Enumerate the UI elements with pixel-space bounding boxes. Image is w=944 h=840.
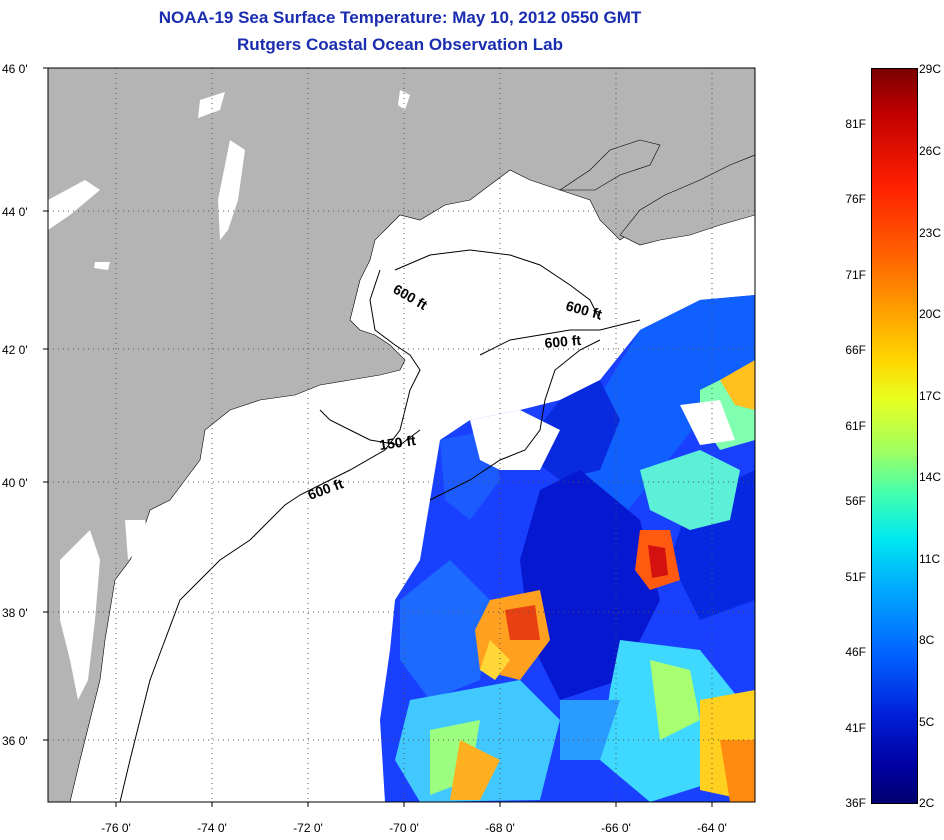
map-title: NOAA-19 Sea Surface Temperature: May 10,… bbox=[158, 8, 642, 27]
colorbar-c-label: 23C bbox=[919, 226, 942, 240]
colorbar-c-label: 2C bbox=[919, 796, 935, 810]
colorbar-f-label: 41F bbox=[845, 721, 866, 735]
lat-label: 36 0' bbox=[2, 734, 28, 748]
colorbar-f-label: 56F bbox=[845, 494, 866, 508]
bathymetry-contours bbox=[119, 249, 641, 802]
lon-label: -66 0' bbox=[601, 821, 631, 835]
colorbar-f-label: 81F bbox=[845, 117, 866, 131]
sst-data-layer bbox=[380, 295, 755, 802]
lat-label: 40 0' bbox=[2, 476, 28, 490]
map-subtitle: Rutgers Coastal Ocean Observation Lab bbox=[237, 35, 563, 54]
colorbar-c-label: 29C bbox=[919, 62, 942, 76]
lon-label: -76 0' bbox=[101, 821, 131, 835]
contour-label-2: 600 ft bbox=[564, 297, 604, 322]
colorbar-c-label: 17C bbox=[919, 389, 942, 403]
contour-label-3: 600 ft bbox=[544, 332, 582, 351]
temperature-colorbar bbox=[871, 68, 918, 804]
contour-label-4: 150 ft bbox=[378, 432, 417, 453]
lon-label: -74 0' bbox=[197, 821, 227, 835]
colorbar-f-label: 46F bbox=[845, 645, 866, 659]
colorbar-f-label: 61F bbox=[845, 419, 866, 433]
longitude-labels: -76 0' -74 0' -72 0' -70 0' -68 0' -66 0… bbox=[101, 821, 727, 835]
lat-label: 42 0' bbox=[2, 343, 28, 357]
map-frame bbox=[47, 67, 756, 803]
colorbar-c-label: 5C bbox=[919, 715, 935, 729]
colorbar-f-label: 76F bbox=[845, 192, 866, 206]
colorbar-f-label: 51F bbox=[845, 570, 866, 584]
lat-label: 46 0' bbox=[2, 62, 28, 76]
lon-label: -70 0' bbox=[389, 821, 419, 835]
inland-water bbox=[48, 90, 410, 700]
colorbar-f-label: 36F bbox=[845, 796, 866, 810]
lat-label: 44 0' bbox=[2, 205, 28, 219]
lon-label: -64 0' bbox=[697, 821, 727, 835]
axis-ticks bbox=[43, 67, 713, 807]
lat-label: 38 0' bbox=[2, 606, 28, 620]
contour-label-1: 600 ft bbox=[391, 281, 431, 313]
latitude-labels: 46 0' 44 0' 42 0' 40 0' 38 0' 36 0' bbox=[2, 62, 28, 748]
colorbar-c-label: 11C bbox=[919, 552, 941, 566]
contour-label-5: 600 ft bbox=[306, 475, 346, 503]
lon-label: -72 0' bbox=[293, 821, 323, 835]
colorbar-f-label: 66F bbox=[845, 343, 866, 357]
colorbar-f-label: 71F bbox=[845, 268, 866, 282]
colorbar-c-label: 20C bbox=[919, 307, 942, 321]
colorbar-c-label: 8C bbox=[919, 633, 935, 647]
colorbar-c-label: 14C bbox=[919, 470, 942, 484]
lon-label: -68 0' bbox=[485, 821, 515, 835]
colorbar-c-label: 26C bbox=[919, 144, 942, 158]
land-layer bbox=[48, 68, 755, 802]
